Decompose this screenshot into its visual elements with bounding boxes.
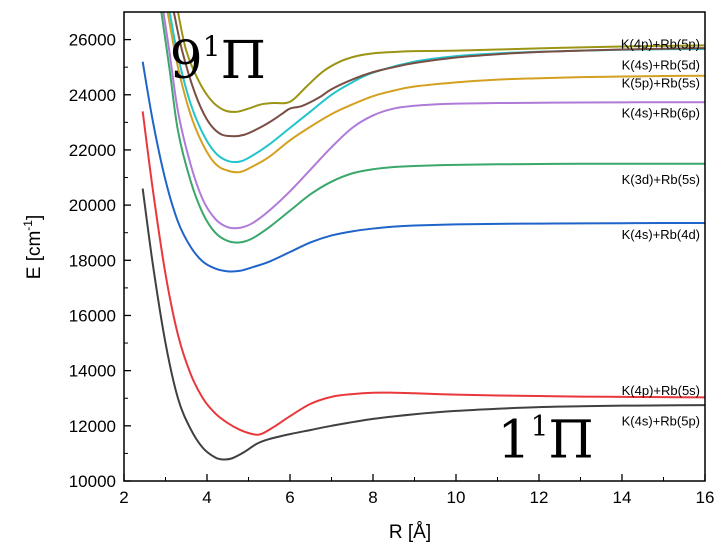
y-tick-label: 20000 bbox=[69, 196, 116, 215]
state-label: 11Π bbox=[498, 410, 594, 471]
series-line bbox=[141, 188, 705, 461]
y-tick-label: 26000 bbox=[69, 31, 116, 50]
series-label: K(4s)+Rb(4d) bbox=[622, 227, 700, 242]
state-label: 91Π bbox=[170, 30, 266, 91]
series-label: K(4s)+Rb(5d) bbox=[622, 57, 700, 72]
series-label: K(3d)+Rb(5s) bbox=[622, 172, 700, 187]
series-line bbox=[160, 12, 705, 244]
y-tick-label: 12000 bbox=[69, 417, 116, 436]
y-axis-title-tail: ] bbox=[24, 215, 45, 220]
series-line bbox=[172, 12, 705, 138]
series-line bbox=[166, 12, 705, 174]
series-line bbox=[176, 12, 705, 113]
y-axis-title: E [cm-1] bbox=[21, 215, 45, 280]
y-tick-label: 14000 bbox=[69, 362, 116, 381]
x-tick-label: 2 bbox=[119, 488, 128, 507]
x-tick-label: 16 bbox=[696, 488, 715, 507]
curve-labels: K(4s)+Rb(5p) K(4p)+Rb(5s) K(4s)+Rb(4d) K(3d… bbox=[621, 37, 700, 429]
state-annotations: 91Π 11Π bbox=[170, 30, 594, 470]
series-line bbox=[141, 61, 705, 273]
x-tick-label: 6 bbox=[285, 488, 294, 507]
series-label: K(4s)+Rb(5p) bbox=[622, 413, 700, 428]
series-line bbox=[141, 111, 705, 436]
x-tick-label: 8 bbox=[368, 488, 377, 507]
y-axis-title-sup: -1 bbox=[21, 220, 35, 231]
x-tick-label: 14 bbox=[613, 488, 632, 507]
y-tick-label: 24000 bbox=[69, 86, 116, 105]
y-axis-ticks: 10000 12000 14000 16000 18000 20000 22000 24000… bbox=[69, 31, 131, 491]
series-label: K(4p)+Rb(5s) bbox=[622, 383, 700, 398]
plot-frame bbox=[123, 11, 706, 482]
y-tick-label: 22000 bbox=[69, 141, 116, 160]
y-tick-label: 16000 bbox=[69, 306, 116, 325]
series-line bbox=[162, 12, 705, 230]
x-axis-ticks: 2 4 6 8 10 12 14 16 bbox=[119, 474, 714, 507]
x-tick-label: 4 bbox=[202, 488, 211, 507]
y-tick-label: 18000 bbox=[69, 251, 116, 270]
curves-layer bbox=[141, 12, 705, 461]
series-label: K(5p)+Rb(5s) bbox=[622, 75, 700, 90]
series-label: K(4p)+Rb(5p) bbox=[621, 37, 700, 52]
x-tick-label: 12 bbox=[530, 488, 549, 507]
y-axis-title-main: E [cm bbox=[24, 231, 45, 280]
x-tick-label: 10 bbox=[447, 488, 466, 507]
y-tick-label: 10000 bbox=[69, 472, 116, 491]
x-axis-title: R [Å] bbox=[389, 522, 431, 543]
series-label: K(4s)+Rb(6p) bbox=[622, 106, 700, 121]
